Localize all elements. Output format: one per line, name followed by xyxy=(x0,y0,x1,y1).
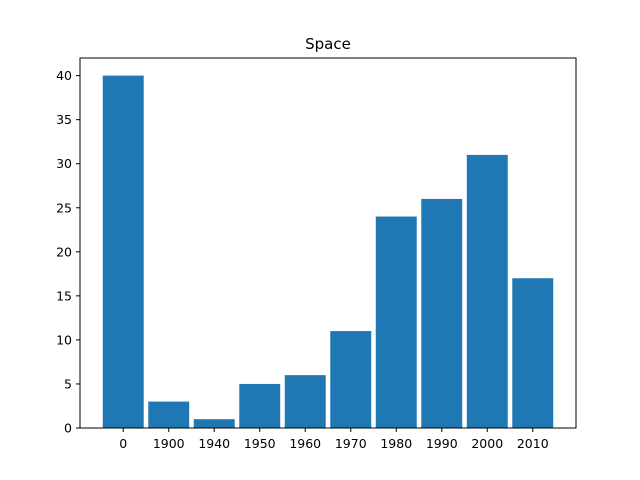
y-tick-label: 40 xyxy=(56,68,72,83)
bar-1990 xyxy=(421,198,463,428)
x-tick-label: 1970 xyxy=(335,436,367,451)
bar-1950 xyxy=(239,383,281,428)
y-tick-label: 15 xyxy=(56,288,72,303)
y-tick-label: 25 xyxy=(56,200,72,215)
bar-2000 xyxy=(466,154,508,428)
bar-1980 xyxy=(375,216,417,428)
chart-title: Space xyxy=(305,35,351,53)
x-tick-label: 1980 xyxy=(380,436,412,451)
bar-1940 xyxy=(193,419,235,428)
x-tick-label: 1900 xyxy=(153,436,185,451)
bar-1970 xyxy=(330,331,372,428)
bar-2010 xyxy=(512,278,554,428)
x-tick-label: 2000 xyxy=(471,436,503,451)
x-tick-label: 1990 xyxy=(426,436,458,451)
y-tick-label: 0 xyxy=(64,421,72,436)
x-axis: 0 1900 1940 1950 1960 1970 1980 1990 2000 2010 xyxy=(119,428,549,451)
x-tick-label: 1940 xyxy=(198,436,230,451)
x-tick-label: 2010 xyxy=(517,436,549,451)
y-tick-label: 10 xyxy=(56,332,72,347)
y-axis: 0 5 10 15 20 25 30 35 40 xyxy=(56,68,80,436)
y-tick-label: 5 xyxy=(64,376,72,391)
x-tick-label: 1950 xyxy=(244,436,276,451)
x-tick-label: 0 xyxy=(119,436,127,451)
bar-1960 xyxy=(284,375,326,428)
y-tick-label: 20 xyxy=(56,244,72,259)
x-tick-label: 1960 xyxy=(289,436,321,451)
y-tick-label: 35 xyxy=(56,112,72,127)
bar-0 xyxy=(102,75,144,429)
y-tick-label: 30 xyxy=(56,156,72,171)
plot-frame xyxy=(79,57,577,429)
bars-group xyxy=(102,75,554,429)
bar-1900 xyxy=(148,401,190,428)
